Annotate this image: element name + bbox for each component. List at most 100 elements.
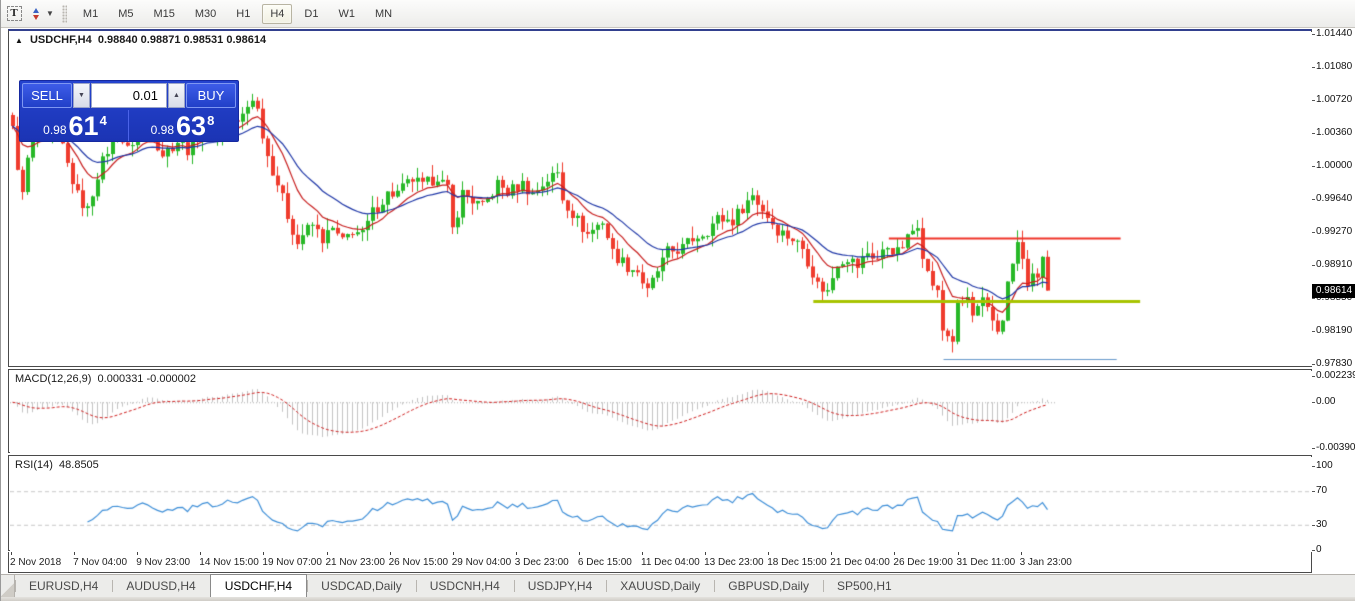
- buy-button[interactable]: BUY: [186, 83, 236, 108]
- rsi-pane: RSI(14) 48.8505: [8, 455, 1312, 551]
- rsi-chart[interactable]: [10, 457, 1312, 551]
- time-axis-label: 26 Dec 19:00: [893, 557, 953, 568]
- time-axis-label: 2 Nov 2018: [10, 557, 62, 568]
- time-axis-tick: [452, 552, 454, 555]
- time-axis-tick: [894, 552, 896, 555]
- time-axis-tick: [74, 552, 76, 555]
- tab-gbpusd-daily[interactable]: GBPUSD,Daily: [714, 575, 823, 597]
- sell-price-prefix: 0.98: [43, 123, 67, 137]
- chart-low: 0.98531: [183, 34, 224, 46]
- price-axis-tick: 0.98910: [1311, 259, 1353, 271]
- rsi-axis-tick-30: 30: [1311, 518, 1328, 530]
- chart-high: 0.98871: [140, 34, 181, 46]
- time-axis-label: 21 Nov 23:00: [325, 557, 386, 568]
- current-price-badge: 0.98614: [1312, 284, 1355, 299]
- time-axis-tick: [11, 552, 12, 555]
- rsi-header: RSI(14) 48.8505: [15, 459, 99, 471]
- time-axis-tick: [515, 552, 517, 555]
- tab-audusd-h4[interactable]: AUDUSD,H4: [112, 575, 209, 597]
- rsi-axis-tick-0: 0: [1312, 544, 1322, 555]
- timeframe-button-d1[interactable]: D1: [304, 7, 319, 20]
- time-axis-label: 6 Dec 15:00: [577, 557, 632, 568]
- timeframe-button-m1[interactable]: M1: [82, 7, 99, 20]
- macd-chart[interactable]: [10, 371, 1312, 453]
- tab-usdjpy-h4[interactable]: USDJPY,H4: [513, 575, 606, 597]
- time-axis-tick: [389, 552, 391, 555]
- time-axis-tick: [831, 552, 833, 555]
- chart-header: ▲ USDCHF,H4 0.98840 0.98871 0.98531 0.98…: [15, 34, 266, 46]
- time-axis-label: 3 Dec 23:00: [514, 557, 569, 568]
- chevron-down-icon[interactable]: ▼: [46, 9, 54, 18]
- tab-xauusd-daily[interactable]: XAUUSD,Daily: [606, 575, 714, 597]
- timeframe-group: M1 M5 M15 M30 H1 H4 D1 W1 MN: [73, 3, 402, 24]
- buy-price-prefix: 0.98: [150, 123, 175, 137]
- price-axis[interactable]: 0.98614 1.01440 1.01080 1.00720 1.00360 1.00…: [1311, 28, 1355, 573]
- time-axis-label: 31 Dec 11:00: [956, 557, 1016, 568]
- arrows-icon: [29, 7, 43, 21]
- bottom-strip: [1, 597, 1355, 601]
- time-axis-tick: [326, 552, 328, 555]
- tab-usdcad-daily[interactable]: USDCAD,Daily: [307, 575, 416, 597]
- macd-header: MACD(12,26,9) 0.000331 -0.000002: [15, 373, 196, 385]
- macd-pane: MACD(12,26,9) 0.000331 -0.000002: [8, 369, 1312, 453]
- tab-sp500-h1[interactable]: SP500,H1: [822, 575, 906, 597]
- price-axis-tick: 1.00720: [1311, 93, 1353, 105]
- tab-eurusd-h4[interactable]: EURUSD,H4: [15, 575, 112, 597]
- timeframe-button-m15[interactable]: M15: [153, 7, 175, 20]
- time-axis-label: 26 Nov 15:00: [388, 557, 449, 568]
- toolbar-grip[interactable]: [61, 4, 67, 23]
- buy-price-big: 63: [176, 111, 207, 141]
- volume-increase-button[interactable]: ▲: [168, 83, 185, 108]
- price-axis-tick: 1.01080: [1311, 60, 1353, 72]
- timeframe-button-m30[interactable]: M30: [194, 7, 217, 20]
- rsi-title: RSI(14): [15, 459, 53, 471]
- time-axis-tick: [642, 552, 643, 555]
- price-axis-tick: 0.99640: [1311, 192, 1353, 204]
- time-axis[interactable]: 2 Nov 2018 7 Nov 04:00 9 Nov 23:00 14 Nov 1…: [8, 552, 1312, 573]
- timeframe-button-m5[interactable]: M5: [118, 7, 134, 20]
- time-axis-label: 3 Jan 23:00: [1019, 557, 1072, 568]
- price-axis-tick: 0.98190: [1311, 325, 1353, 337]
- timeframe-button-h1[interactable]: H1: [236, 7, 251, 20]
- sell-button[interactable]: SELL: [22, 83, 72, 108]
- price-axis-tick: 0.97830: [1311, 357, 1353, 369]
- rsi-axis-tick-70: 70: [1311, 485, 1328, 497]
- price-axis-tick: 1.01440: [1311, 28, 1353, 39]
- one-click-trading-panel: SELL ▼ 0.01 ▲ BUY 0.98 61 4 0.98 63 8: [19, 80, 239, 142]
- timeframe-button-w1[interactable]: W1: [338, 7, 355, 20]
- tab-usdcnh-h4[interactable]: USDCNH,H4: [415, 575, 514, 597]
- time-axis-tick: [263, 552, 265, 555]
- time-axis-tick: [578, 552, 580, 555]
- buy-price-display[interactable]: 0.98 63 8: [129, 110, 236, 141]
- oneclick-collapse-icon[interactable]: ▲: [15, 36, 23, 45]
- arrows-tool-button[interactable]: ▼: [28, 3, 55, 25]
- time-axis-label: 9 Nov 23:00: [136, 557, 191, 568]
- volume-input[interactable]: 0.01: [91, 83, 167, 108]
- tab-strip-corner: [1, 575, 15, 597]
- macd-axis-max: 0.002239: [1312, 370, 1355, 381]
- chart-open: 0.98840: [97, 34, 138, 46]
- volume-decrease-button[interactable]: ▼: [73, 83, 90, 108]
- text-label-tool-button[interactable]: T: [2, 3, 26, 25]
- timeframe-button-mn[interactable]: MN: [374, 7, 393, 20]
- time-axis-tick: [957, 552, 959, 555]
- sell-price-big: 61: [68, 111, 99, 141]
- price-axis-tick: 1.00000: [1311, 159, 1353, 171]
- time-axis-tick: [768, 552, 770, 555]
- time-axis-label: 29 Nov 04:00: [451, 557, 512, 568]
- price-axis-tick: 1.00360: [1311, 126, 1353, 138]
- time-axis-tick: [1020, 552, 1022, 555]
- sell-price-display[interactable]: 0.98 61 4: [22, 110, 129, 141]
- macd-title: MACD(12,26,9): [15, 373, 92, 385]
- sell-price-pip: 4: [99, 113, 107, 128]
- tab-usdchf-h4[interactable]: USDCHF,H4: [209, 574, 308, 597]
- time-axis-label: 13 Dec 23:00: [704, 557, 764, 568]
- main-chart-pane: ▲ USDCHF,H4 0.98840 0.98871 0.98531 0.98…: [8, 29, 1312, 367]
- chart-tab-bar: EURUSD,H4 AUDUSD,H4 USDCHF,H4 USDCAD,Daily U…: [1, 574, 1355, 597]
- text-tool-icon: T: [6, 6, 22, 21]
- time-axis-label: 18 Dec 15:00: [767, 557, 827, 568]
- buy-price-pip: 8: [207, 113, 215, 128]
- timeframe-button-h4[interactable]: H4: [262, 3, 293, 24]
- chart-symbol-period: USDCHF,H4: [29, 34, 92, 46]
